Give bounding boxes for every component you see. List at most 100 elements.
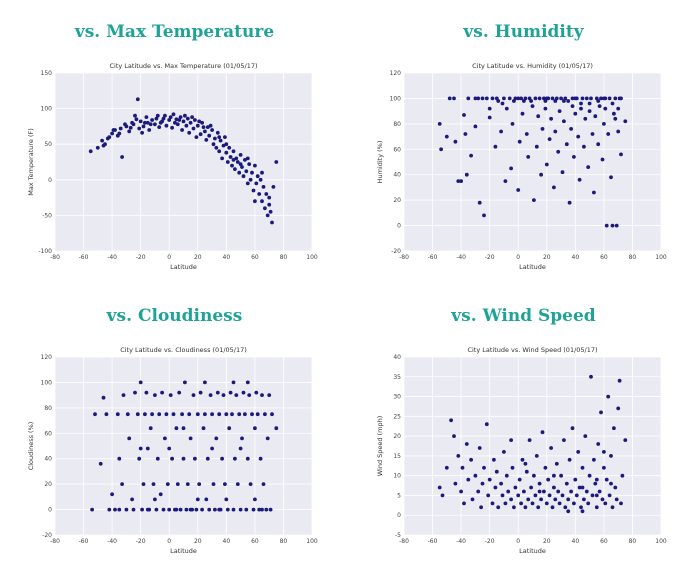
data-point [245,456,250,461]
data-point [527,438,532,442]
data-point [187,412,192,417]
x-tick-label: -80 [50,538,60,545]
data-point [173,120,177,125]
data-point [476,96,481,101]
data-point [623,119,628,124]
data-point [477,446,482,450]
data-point [223,135,227,139]
data-point [238,507,243,512]
data-point [135,412,140,417]
data-point [553,497,558,502]
data-point [247,162,252,166]
data-point [580,96,585,101]
data-point [254,181,259,186]
data-point [117,507,122,512]
y-tick-label: -20 [42,532,52,539]
x-tick-label: 20 [194,538,202,545]
data-point [496,99,501,103]
data-point [193,118,197,122]
x-tick-label: 40 [572,538,580,545]
data-point [187,130,192,135]
data-point [600,497,605,502]
x-tick-label: -40 [107,538,117,545]
data-point [517,477,522,482]
data-point [220,456,225,461]
data-point [557,501,562,506]
data-point [456,179,461,183]
data-point [560,170,565,175]
data-point [517,139,522,144]
data-point [110,131,114,136]
y-tick-label: 0 [48,507,52,514]
data-point [235,482,240,486]
heading-humidity: vs. Humidity [463,22,584,42]
x-tick-label: -60 [428,254,438,261]
data-point [444,465,449,470]
data-point [180,128,185,132]
data-point [533,493,538,498]
data-point [175,122,180,127]
data-point [88,149,93,154]
data-point [502,96,506,101]
data-point [607,96,612,101]
data-point [509,166,513,171]
data-point [210,446,215,451]
data-point [564,142,569,147]
data-point [224,497,229,502]
data-point [484,422,489,427]
data-point [494,469,499,474]
chart-title: City Latitude vs. Cloudiness (01/05/17) [120,346,247,354]
data-point [180,412,185,417]
chart-title: City Latitude vs. Wind Speed (01/05/17) [467,346,597,354]
data-point [138,446,143,451]
data-point [592,190,596,195]
data-point [534,454,539,458]
data-point [619,501,623,506]
data-point [612,111,616,116]
data-point [452,434,456,438]
data-point [547,493,552,498]
scatter-chart-cloudiness: City Latitude vs. Cloudiness (01/05/17) -… [27,346,318,555]
data-point [250,170,254,175]
panel-cloudiness: vs. Cloudiness City Latitude vs. Cloudin… [0,284,349,568]
x-tick-label: 20 [543,254,551,261]
data-point [260,393,264,397]
data-point [265,213,270,218]
data-point [238,446,243,451]
data-point [221,393,226,397]
data-point [603,501,608,506]
data-point [519,501,523,506]
data-point [572,155,576,159]
data-point [479,505,483,510]
data-point [145,446,150,451]
x-tick-label: 0 [167,538,171,545]
x-tick-label: -80 [50,254,60,261]
heading-wind-speed: vs. Wind Speed [451,306,596,326]
data-point [221,143,226,148]
data-point [167,507,172,512]
data-point [211,142,216,147]
data-point [540,430,545,435]
data-point [245,156,250,161]
x-axis-label: Latitude [519,263,546,271]
data-point [462,113,466,117]
data-point [213,136,217,141]
y-tick-label: 15 [393,453,401,460]
data-point [566,509,571,514]
data-point [530,501,535,506]
data-point [267,195,272,200]
data-point [462,501,466,506]
data-point [223,482,227,486]
data-point [562,438,566,442]
data-point [529,99,533,103]
data-point [181,456,186,461]
chart-title: City Latitude vs. Max Temperature (01/05… [110,62,258,70]
data-point [469,153,473,158]
data-point [257,192,262,196]
data-point [148,426,153,431]
data-point [562,99,566,103]
data-point [524,132,529,136]
data-point [597,104,602,108]
data-point [569,127,573,131]
data-point [170,125,175,130]
